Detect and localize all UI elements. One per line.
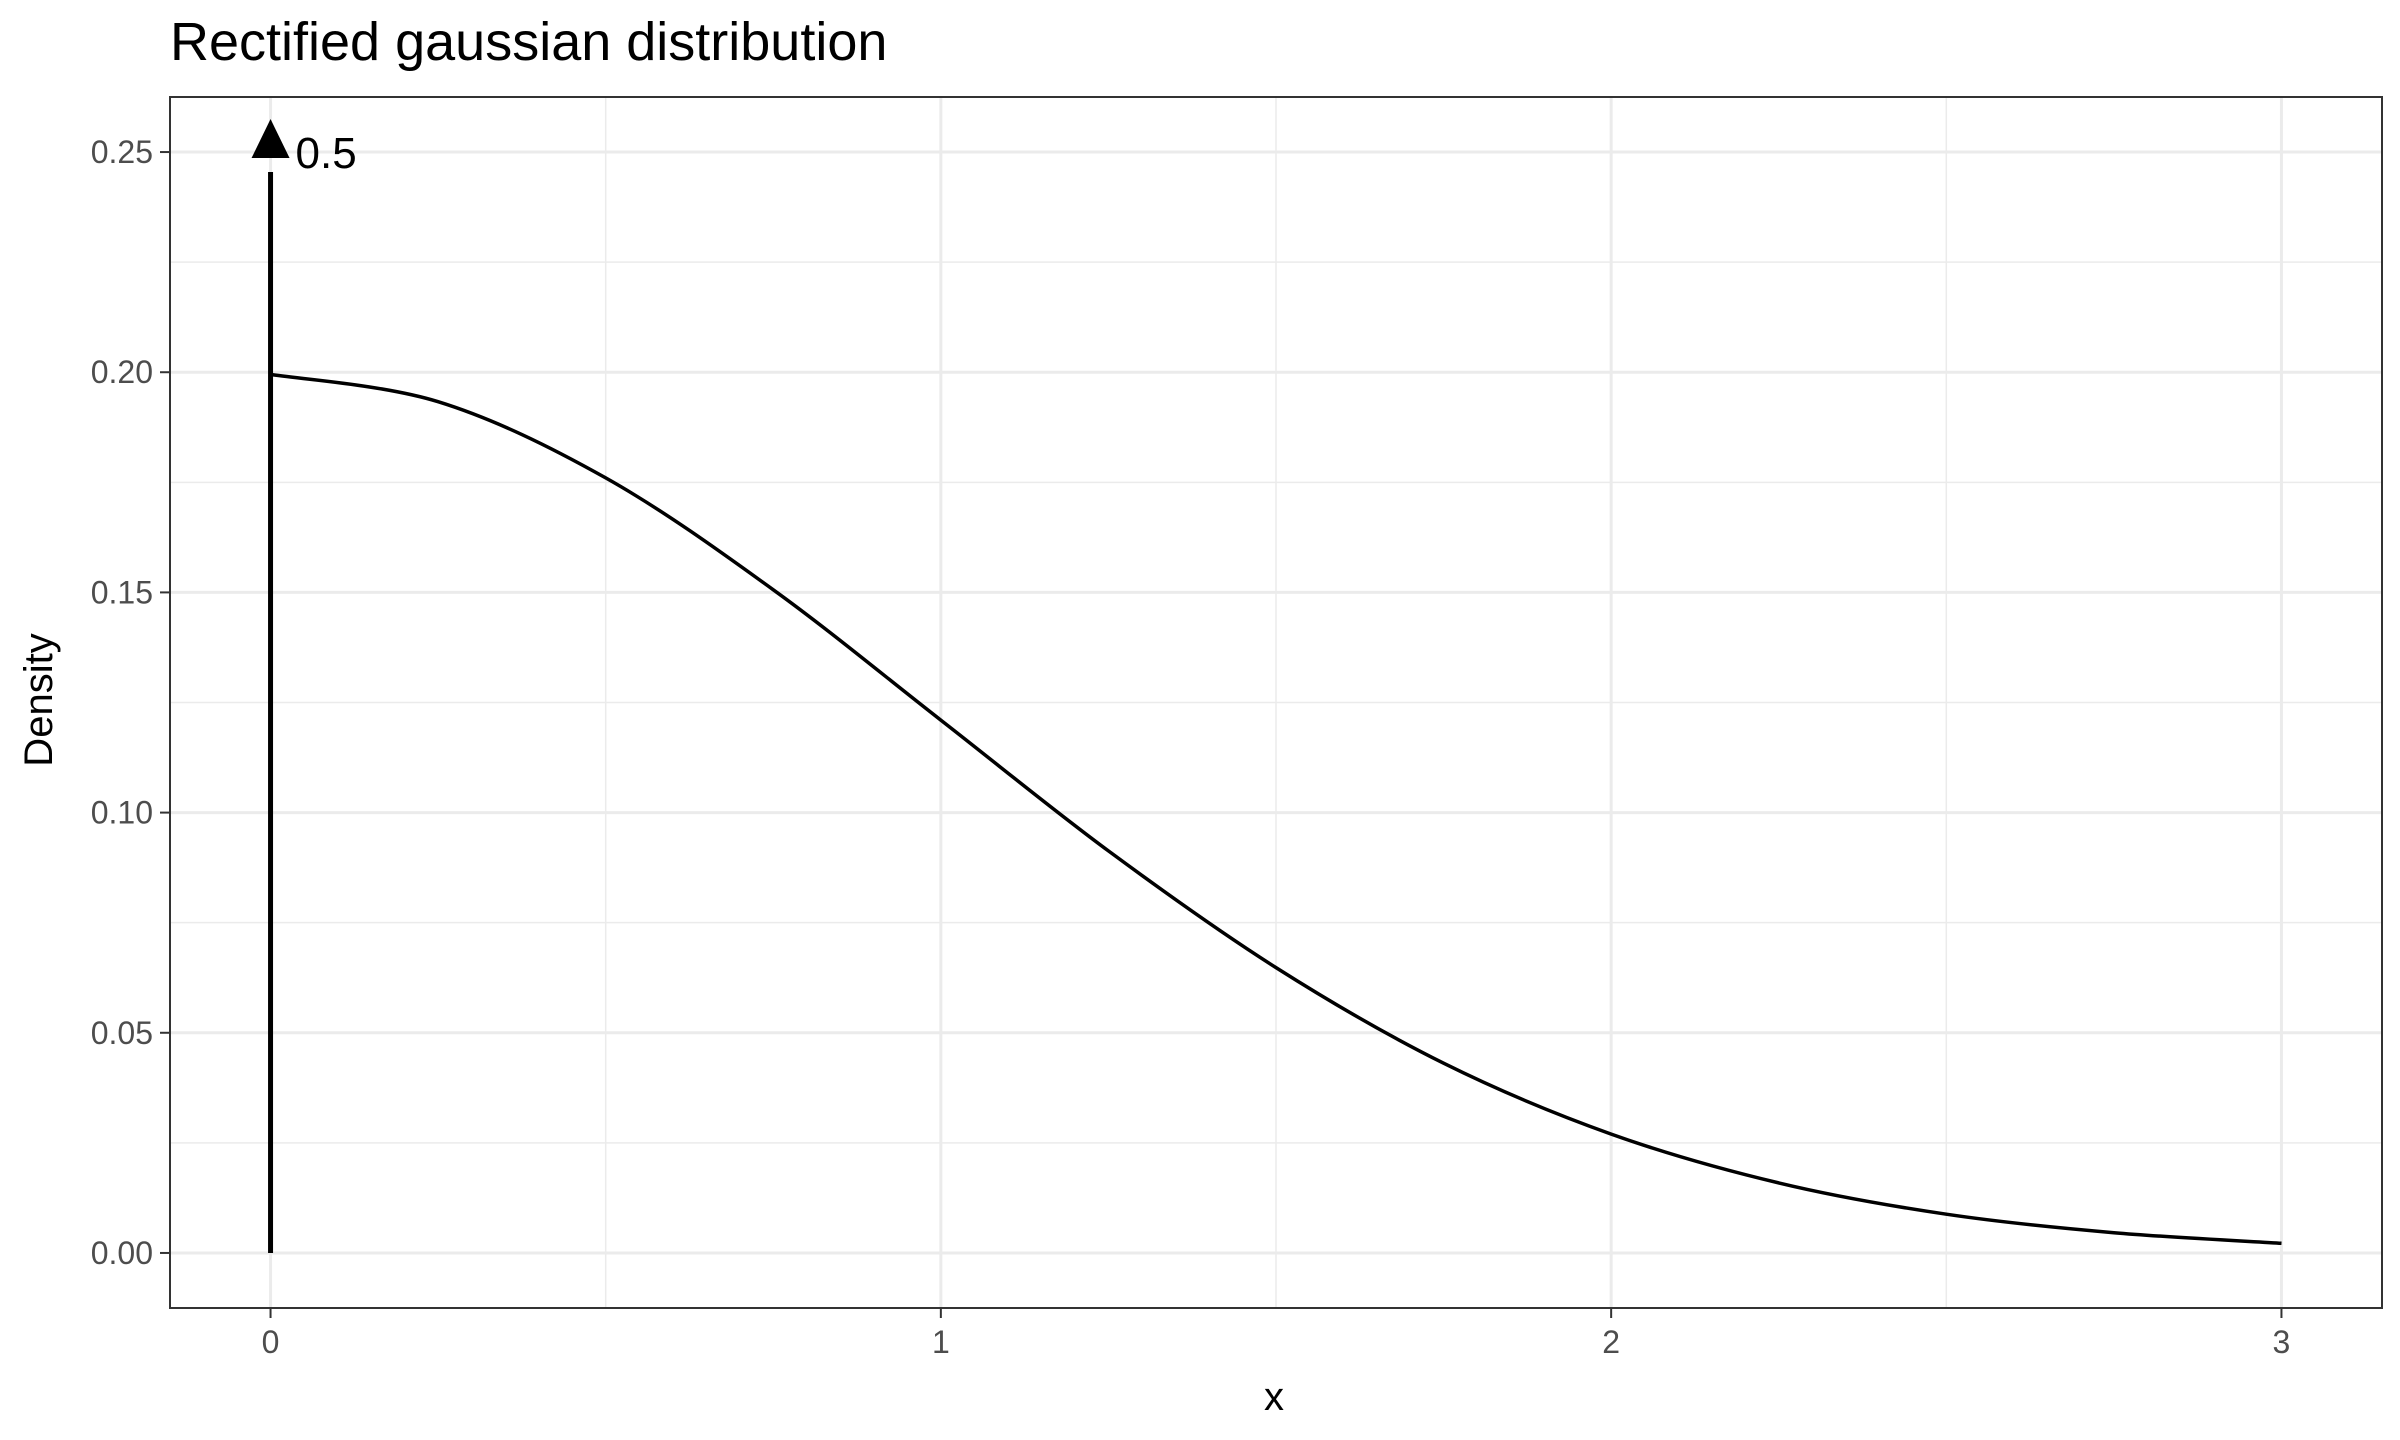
y-tick-label: 0.15 [91, 574, 153, 610]
x-tick-label: 0 [262, 1324, 280, 1360]
y-tick-label: 0.20 [91, 354, 153, 390]
point-mass-label: 0.5 [296, 129, 357, 178]
y-tick-label: 0.10 [91, 795, 153, 831]
x-tick-label: 1 [932, 1324, 950, 1360]
density-curve [270, 372, 2282, 1246]
chart-title: Rectified gaussian distribution [170, 12, 887, 72]
y-tick-label: 0.00 [91, 1235, 153, 1271]
x-axis: 0 1 2 3 [262, 1308, 2291, 1360]
y-tick-label: 0.05 [91, 1015, 153, 1051]
point-mass-arrow-head [251, 119, 290, 159]
point-mass-arrow: 0.5 [251, 119, 357, 1253]
x-tick-label: 2 [1602, 1324, 1620, 1360]
y-axis-title: Density [17, 633, 61, 766]
panel-border [169, 96, 2383, 1309]
x-axis-title: x [1264, 1375, 1284, 1419]
density-line [270, 372, 2282, 1246]
y-axis: 0.00 0.05 0.10 0.15 0.20 0.25 [91, 134, 170, 1271]
grid-lines [170, 97, 2382, 1308]
y-tick-label: 0.25 [91, 134, 153, 170]
x-tick-label: 3 [2273, 1324, 2291, 1360]
